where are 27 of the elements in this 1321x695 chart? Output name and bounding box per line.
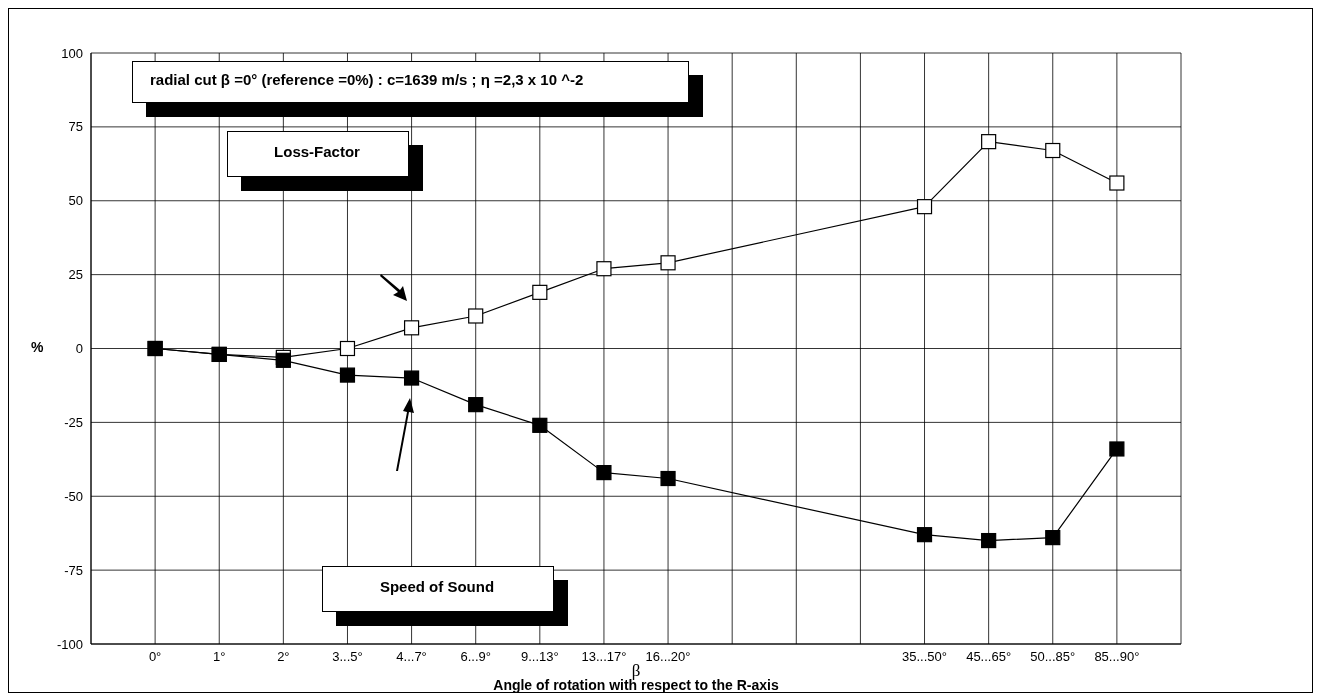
y-tick-label: -100: [56, 636, 83, 652]
x-tick-label: 9...13°: [520, 649, 559, 665]
text: Speed of Sound: [378, 578, 496, 595]
x-tick-label: 2°: [277, 649, 290, 665]
y-tick-label: 0: [75, 341, 83, 357]
y-tick-label: 75: [68, 119, 83, 135]
x-tick-label: 16...20°: [645, 649, 691, 665]
x-tick-label: 3...5°: [332, 649, 363, 665]
y-tick-label: -25: [64, 414, 83, 430]
text: Loss-Factor: [273, 143, 361, 160]
y-tick-label: 25: [68, 267, 83, 283]
x-tick-label: 4...7°: [396, 649, 427, 665]
x-tick-label: 6...9°: [460, 649, 491, 665]
annotation: radial cut β =0° (reference =0%) : c=1639 m/s ; η =2,3 x 10 ^-2: [150, 71, 584, 88]
x-tick-label: 85...90°: [1094, 649, 1140, 665]
y-tick-label: 50: [68, 193, 83, 209]
x-tick-label: 45...65°: [966, 649, 1012, 665]
y-tick-label: 100: [61, 45, 83, 61]
y-axis-title: %: [31, 339, 44, 355]
text: β: [631, 661, 641, 680]
y-tick-label: -75: [64, 562, 83, 578]
y-tick-label: -50: [64, 488, 83, 504]
x-tick-label: 1°: [213, 649, 226, 665]
x-tick-label: 50...85°: [1030, 649, 1076, 665]
x-tick-label: 13...17°: [581, 649, 627, 665]
x-tick-label: 0°: [148, 649, 162, 665]
x-tick-label: 35...50°: [902, 649, 948, 665]
